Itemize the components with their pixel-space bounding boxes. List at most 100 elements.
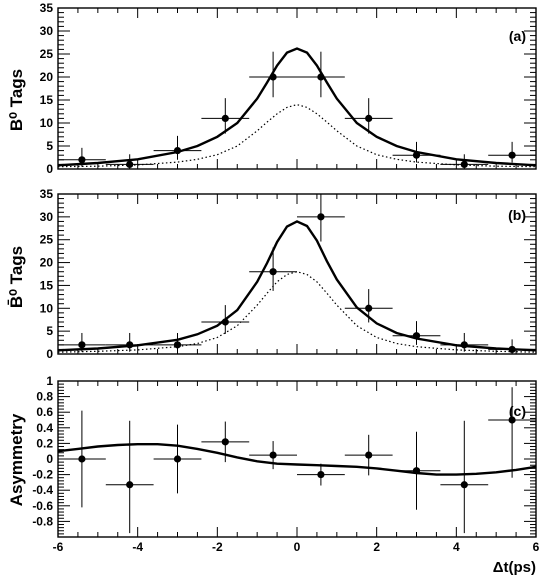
data-point — [392, 431, 441, 510]
y-tick-label: 1 — [46, 374, 53, 388]
marker — [365, 114, 373, 122]
data-point — [105, 420, 154, 534]
marker — [221, 438, 229, 446]
marker — [126, 341, 134, 349]
x-tick-label: 6 — [533, 540, 540, 554]
y-tick-label: 20 — [40, 256, 54, 270]
data-point — [105, 154, 154, 169]
marker — [508, 151, 516, 159]
data-point — [297, 194, 345, 242]
marker — [317, 213, 325, 221]
y-tick-label: 10 — [40, 301, 54, 315]
data-point — [153, 424, 202, 494]
panel-b-tag: (b) — [508, 207, 526, 223]
data-point — [440, 332, 489, 352]
marker — [173, 341, 182, 349]
y-tick-label: 5 — [46, 139, 53, 153]
panel-b0bar-tags: B̄⁰ Tags (b) 0 5 10 15 20 25 30 35 — [7, 187, 537, 361]
marker — [269, 73, 277, 81]
y-tick-label: 25 — [40, 233, 54, 247]
marker — [78, 341, 86, 349]
data-point — [392, 141, 441, 163]
marker — [412, 332, 421, 340]
data-point — [344, 434, 393, 476]
data-point — [344, 289, 393, 323]
marker — [269, 268, 277, 276]
panel-a-ylabel: B⁰ Tags — [7, 69, 26, 131]
y-tick-label: 0 — [46, 162, 53, 176]
data-point — [153, 135, 202, 160]
marker — [173, 147, 182, 155]
y-tick-label: 20 — [40, 70, 54, 84]
panel-c-ylabel: Asymmetry — [7, 413, 26, 506]
data-point — [488, 141, 536, 163]
data-point — [249, 441, 297, 470]
marker — [317, 471, 325, 479]
panel-asymmetry: Asymmetry (c) Δt(ps) -0.8-0.6 -0.4-0.2 0 0.… — [7, 374, 540, 576]
y-tick-label: 30 — [40, 210, 54, 224]
marker — [78, 455, 86, 463]
data-point — [153, 332, 202, 352]
x-tick-label: -2 — [212, 540, 223, 554]
fit-curve — [57, 443, 537, 476]
data-point — [440, 420, 489, 534]
data-point — [392, 321, 441, 345]
y-tick-label: 15 — [40, 278, 54, 292]
y-tick-label: 0.6 — [36, 405, 53, 419]
marker — [78, 156, 86, 164]
x-tick-label: 2 — [373, 540, 380, 554]
data-point — [58, 147, 106, 167]
data-point — [201, 421, 250, 463]
data-point — [249, 247, 297, 291]
marker — [221, 114, 229, 122]
data-point — [249, 51, 297, 98]
x-tick-label: -6 — [53, 540, 64, 554]
panel-a-tag: (a) — [509, 28, 526, 44]
data-point — [297, 463, 345, 486]
data-point — [488, 339, 536, 354]
marker — [508, 416, 516, 424]
y-tick-label: 0 — [46, 452, 53, 466]
y-tick-label: -0.2 — [32, 468, 53, 482]
marker — [269, 451, 277, 459]
panel-b-ylabel: B̄⁰ Tags — [7, 246, 26, 308]
marker — [221, 318, 229, 326]
y-tick-label: 30 — [40, 24, 54, 38]
y-tick-label: -0.6 — [32, 499, 53, 513]
y-tick-label: -0.8 — [32, 514, 53, 528]
fit-curve — [57, 47, 537, 167]
signal-curve-dotted — [57, 103, 537, 168]
y-tick-label: 0 — [46, 347, 53, 361]
data-point — [297, 51, 345, 98]
x-tick-label: -4 — [132, 540, 143, 554]
marker — [460, 160, 468, 168]
x-tick-label: 0 — [294, 540, 301, 554]
y-tick-label: 15 — [40, 93, 54, 107]
y-tick-label: 35 — [40, 1, 54, 15]
plot-frame — [57, 193, 537, 355]
panel-b0-tags: B⁰ Tags (a) 0 5 10 15 20 25 30 35 — [7, 1, 537, 176]
data-point — [488, 387, 536, 478]
y-tick-label: 35 — [40, 187, 54, 201]
marker — [460, 481, 468, 489]
data-point — [344, 98, 393, 134]
marker — [460, 341, 468, 349]
x-axis-title: Δt(ps) — [493, 559, 536, 576]
marker — [412, 467, 421, 475]
marker — [173, 455, 182, 463]
y-tick-label: 25 — [40, 47, 54, 61]
y-tick-label: 5 — [46, 324, 53, 338]
x-tick-label: 4 — [453, 540, 460, 554]
y-tick-label: 10 — [40, 116, 54, 130]
y-tick-label: 0.4 — [36, 421, 53, 435]
data-point — [58, 332, 106, 352]
panel-c-tag: (c) — [509, 403, 526, 419]
marker — [508, 345, 516, 354]
data-point — [105, 332, 154, 352]
y-tick-label: -0.4 — [32, 483, 53, 497]
marker — [126, 160, 134, 168]
plot-frame — [57, 7, 537, 170]
marker — [365, 304, 373, 312]
marker — [365, 451, 373, 459]
